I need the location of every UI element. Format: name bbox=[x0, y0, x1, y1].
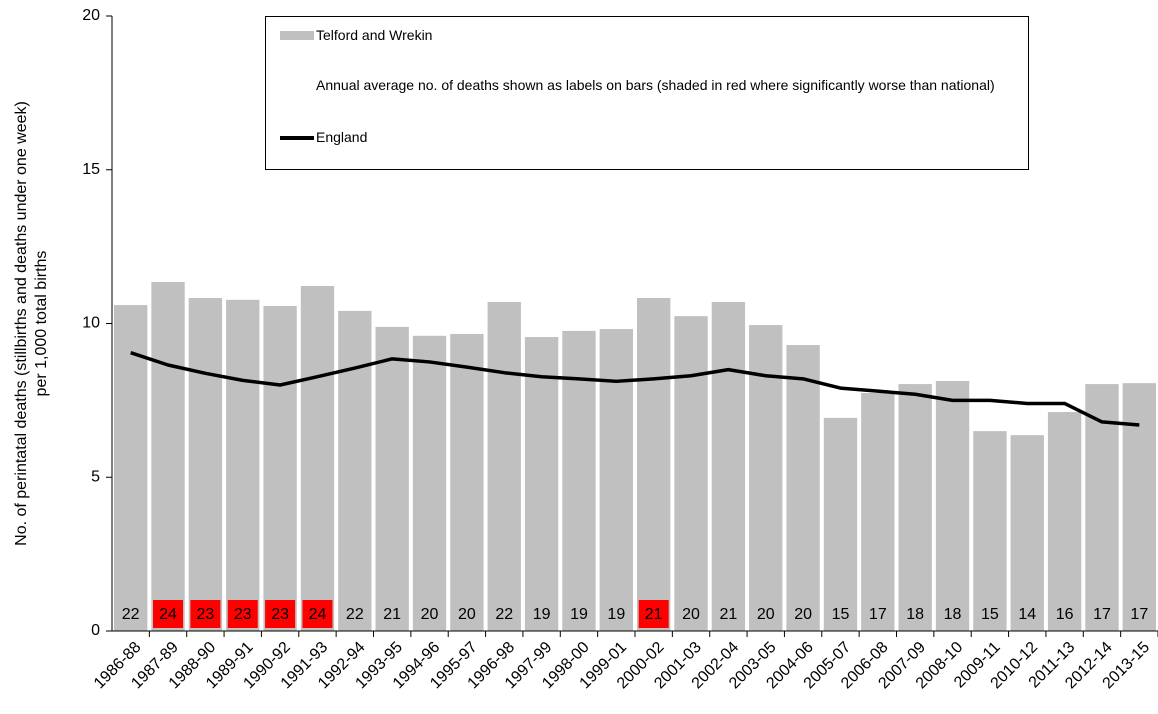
legend-label: Telford and Wrekin bbox=[316, 27, 433, 43]
bar-label: 24 bbox=[309, 606, 327, 623]
legend-note: Annual average no. of deaths shown as la… bbox=[316, 77, 1026, 94]
bar bbox=[1047, 412, 1082, 631]
bar-label: 20 bbox=[682, 606, 700, 623]
bar bbox=[562, 330, 596, 631]
bar bbox=[263, 305, 297, 631]
label-highlight bbox=[302, 600, 333, 628]
y-axis-label: No. of perintatal deaths (stillbirths an… bbox=[13, 101, 30, 546]
y-tick-label: 0 bbox=[91, 622, 100, 639]
y-axis-label: per 1,000 total births bbox=[33, 251, 50, 397]
bar bbox=[487, 301, 521, 631]
bar-label: 22 bbox=[122, 606, 140, 623]
label-highlight bbox=[265, 600, 296, 628]
legend-entry: England bbox=[280, 129, 1026, 146]
bar bbox=[599, 329, 633, 631]
y-tick-label: 15 bbox=[82, 161, 100, 178]
bar-label: 16 bbox=[1056, 606, 1074, 623]
bar bbox=[1085, 384, 1119, 631]
bar bbox=[524, 337, 559, 631]
bar bbox=[226, 299, 260, 631]
bar-label: 21 bbox=[719, 606, 737, 623]
bar-label: 23 bbox=[271, 606, 289, 623]
bar-label: 18 bbox=[906, 606, 924, 623]
bar bbox=[151, 281, 185, 631]
bar-label: 22 bbox=[495, 606, 513, 623]
bar-label: 20 bbox=[757, 606, 775, 623]
bar-label: 15 bbox=[981, 606, 999, 623]
bar-label: 23 bbox=[196, 606, 214, 623]
label-highlight bbox=[153, 600, 184, 628]
bar bbox=[898, 384, 932, 631]
bar-label: 22 bbox=[346, 606, 364, 623]
legend-swatch bbox=[280, 136, 314, 140]
y-tick-label: 10 bbox=[82, 315, 100, 332]
bar bbox=[450, 333, 484, 631]
bar bbox=[188, 297, 223, 631]
bar-label: 20 bbox=[421, 606, 439, 623]
label-highlight bbox=[190, 600, 221, 628]
bar-label: 15 bbox=[832, 606, 850, 623]
legend-label: England bbox=[316, 129, 368, 145]
bar-label: 19 bbox=[533, 606, 551, 623]
bar bbox=[1122, 383, 1156, 631]
bar bbox=[861, 392, 895, 631]
label-highlight bbox=[227, 600, 258, 628]
bar-label: 19 bbox=[607, 606, 625, 623]
bar-label: 24 bbox=[159, 606, 177, 623]
bar bbox=[786, 345, 820, 631]
bar bbox=[935, 381, 970, 631]
y-tick-label: 20 bbox=[82, 7, 100, 24]
bar bbox=[338, 310, 372, 631]
legend: Telford and Wrekin Annual average no. of… bbox=[265, 16, 1029, 170]
bar bbox=[412, 335, 447, 631]
bar-label: 14 bbox=[1018, 606, 1036, 623]
bar bbox=[1010, 435, 1044, 631]
bar bbox=[749, 325, 783, 631]
bar bbox=[637, 297, 671, 631]
bar bbox=[823, 417, 858, 631]
bar bbox=[114, 305, 148, 631]
bar bbox=[711, 301, 746, 631]
bar bbox=[973, 431, 1007, 631]
legend-entry: Telford and Wrekin bbox=[280, 27, 1026, 44]
bar-label: 20 bbox=[458, 606, 476, 623]
bar bbox=[674, 316, 708, 631]
bar-label: 17 bbox=[1093, 606, 1111, 623]
bar-label: 18 bbox=[944, 606, 962, 623]
bar-label: 17 bbox=[1130, 606, 1148, 623]
bar-label: 19 bbox=[570, 606, 588, 623]
bar-label: 23 bbox=[234, 606, 252, 623]
bar-label: 17 bbox=[869, 606, 887, 623]
y-tick-label: 5 bbox=[91, 468, 100, 485]
legend-swatch bbox=[280, 31, 314, 40]
bar bbox=[375, 326, 409, 631]
label-highlight bbox=[638, 600, 669, 628]
bar-label: 20 bbox=[794, 606, 812, 623]
note-text: Annual average no. of deaths shown as la… bbox=[316, 77, 995, 93]
bar bbox=[300, 285, 335, 631]
line bbox=[130, 351, 1140, 427]
bar-label: 21 bbox=[383, 606, 401, 623]
bar-label: 21 bbox=[645, 606, 663, 623]
